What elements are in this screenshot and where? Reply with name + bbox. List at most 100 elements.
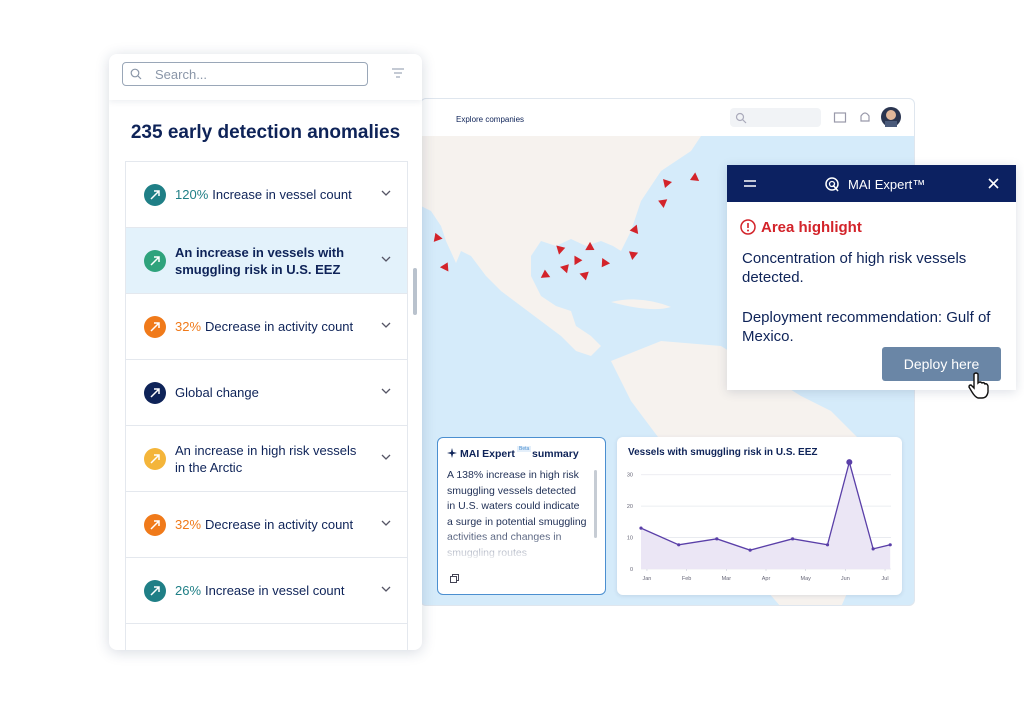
sparkle-icon [447,448,457,458]
search-bar: Search... [109,54,422,100]
chart-title: Vessels with smuggling risk in U.S. EEZ [628,447,818,458]
icon-glyph [150,454,160,464]
search-box[interactable] [730,108,821,127]
glyph [150,256,160,266]
chevron [381,388,391,394]
glyph [150,190,160,200]
search-icon [735,112,747,124]
search-input[interactable]: Search... [122,62,368,86]
placeholder: Search... [155,67,208,82]
icon-glyph [150,190,160,200]
icon-glyph [150,388,160,398]
list-item[interactable]: 32% Decrease in activity count [126,492,407,558]
nav-link[interactable]: Explore companies [456,115,525,124]
scrollbar[interactable] [413,268,417,315]
chat-icon[interactable] [833,111,847,125]
item-icon [144,514,166,536]
expert-body: Concentration of high risk vessels detec… [742,249,992,367]
chevron-path [381,454,391,460]
item-highlight: 26% [175,583,202,598]
point [825,543,830,547]
y-tick-label: 0 [630,567,633,573]
anomaly-panel: Search... 235 early detection anomalies … [109,54,422,650]
chevron [381,256,391,262]
fade [438,528,598,562]
marker [540,269,551,278]
marker [556,245,566,255]
marker [574,255,583,266]
expert-header: MAI Expert™ [727,165,1016,202]
marker [439,262,449,272]
item-icon [144,184,166,206]
item-text: An increase in high risk vessels in the … [175,442,367,476]
y-tick-label: 30 [627,473,633,479]
avatar[interactable] [881,107,901,127]
chevron [381,520,391,526]
summary-title: MAI Expert [460,448,515,460]
chevron-path [381,388,391,394]
chevron-path [381,190,391,196]
item-highlight: 32% [175,319,202,334]
x-tick-label: Jan [643,576,652,582]
list-item[interactable]: An increase in vessels with smuggling ri… [126,228,407,294]
item-text: 32% Decrease in activity count [175,318,353,335]
x-tick-label: Mar [722,576,732,582]
item-text: 32% Decrease in activity count [175,516,353,533]
chevron-path [381,256,391,262]
list-item[interactable]: An increase in high risk vessels in the … [126,426,407,492]
list-item[interactable]: 26% Increase in vessel count [126,558,407,624]
marker [629,224,639,235]
item-icon [144,448,166,470]
deploy-button[interactable]: Deploy here [882,347,1001,381]
expert-panel: MAI Expert™ Area highlight Concentration… [727,165,1016,399]
marker [663,179,672,188]
marker [601,258,611,268]
glyph [150,520,160,530]
item-icon [144,250,166,272]
x-tick-label: Feb [682,576,691,582]
point [639,526,643,530]
chevron [381,586,391,592]
chevron-path [381,520,391,526]
marker [689,172,700,181]
chart-card: Vessels with smuggling risk in U.S. EEZ … [617,437,902,595]
land [421,136,701,356]
list-item[interactable]: 120% Increase in vessel count [126,162,407,228]
item-label: Increase in vessel count [205,583,345,598]
scrollbar[interactable] [594,470,597,538]
icon-glyph [150,586,160,596]
point [846,459,853,466]
glyph [150,454,160,464]
bell-icon[interactable] [858,110,872,125]
chevron [381,190,391,196]
list-item[interactable]: 32% Decrease in activity count [126,294,407,360]
item-text: 26% Increase in vessel count [175,582,345,599]
point [677,543,681,547]
point [715,537,719,541]
item-label: Decrease in activity count [205,517,354,532]
close-icon[interactable] [988,178,999,189]
item-label: Global change [175,385,259,400]
item-icon [144,382,166,404]
copy-icon[interactable] [450,574,459,583]
item-label: An increase in vessels with smuggling ri… [175,244,345,277]
alert-heading: Area highlight [761,219,862,236]
chevron [381,322,391,328]
item-label: Increase in vessel count [212,187,352,202]
marker [658,199,668,209]
x-tick-label: Apr [762,576,771,582]
y-tick-label: 20 [627,504,633,510]
list-item[interactable]: Global change [126,360,407,426]
glyph [150,388,160,398]
chevron-path [381,322,391,328]
x-tick-label: Jun [841,576,850,582]
icon-glyph [150,256,160,266]
beta-badge: Beta [517,446,532,452]
filter-icon[interactable] [392,68,404,78]
item-label: An increase in high risk vessels in the … [175,442,357,475]
expert-icon [825,177,839,192]
list-title: 235 early detection anomalies [130,122,401,143]
icon-glyph [150,322,160,332]
menu-icon[interactable] [744,179,756,188]
